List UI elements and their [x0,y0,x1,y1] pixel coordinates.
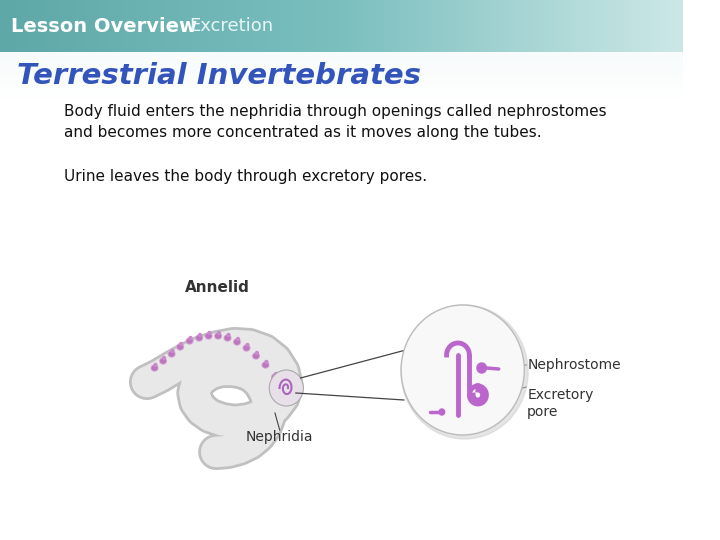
Text: Nephrostome: Nephrostome [527,358,621,372]
Circle shape [269,370,303,406]
Ellipse shape [274,373,277,375]
Ellipse shape [189,336,192,340]
Ellipse shape [171,349,174,353]
Ellipse shape [256,352,258,354]
Ellipse shape [225,336,230,340]
Ellipse shape [215,333,221,339]
Ellipse shape [163,356,166,360]
Ellipse shape [246,343,249,347]
Text: Nephridia: Nephridia [246,430,313,444]
Ellipse shape [263,363,268,367]
Text: Excretion: Excretion [189,17,274,35]
Circle shape [477,363,487,373]
Ellipse shape [271,374,279,380]
Text: Lesson Overview: Lesson Overview [12,17,197,36]
Ellipse shape [168,351,175,357]
Text: Body fluid enters the nephridia through openings called nephrostomes
and becomes: Body fluid enters the nephridia through … [65,104,607,140]
Ellipse shape [253,353,259,359]
Ellipse shape [265,361,268,363]
Ellipse shape [154,363,157,367]
Ellipse shape [137,376,151,388]
Ellipse shape [177,344,184,350]
Ellipse shape [186,338,193,344]
Ellipse shape [244,346,249,350]
Ellipse shape [234,339,240,345]
Ellipse shape [161,359,166,363]
Text: Urine leaves the body through excretory pores.: Urine leaves the body through excretory … [65,169,428,184]
Ellipse shape [273,375,277,379]
Ellipse shape [169,352,174,356]
Ellipse shape [197,336,202,340]
Ellipse shape [160,358,166,364]
Ellipse shape [180,342,183,346]
Ellipse shape [199,334,202,336]
Ellipse shape [253,354,258,358]
Ellipse shape [178,345,183,349]
Ellipse shape [235,340,240,344]
Ellipse shape [237,338,240,341]
Ellipse shape [151,365,158,371]
Ellipse shape [227,334,230,336]
Text: Terrestrial Invertebrates: Terrestrial Invertebrates [17,62,421,90]
Ellipse shape [243,345,250,351]
Circle shape [401,305,528,439]
Ellipse shape [135,375,153,389]
Text: Annelid: Annelid [185,280,250,295]
Ellipse shape [208,332,211,334]
Text: Excretory
pore: Excretory pore [527,388,593,419]
Ellipse shape [187,339,192,343]
Ellipse shape [217,332,220,334]
Ellipse shape [152,366,157,370]
Ellipse shape [205,333,212,339]
Ellipse shape [196,335,202,341]
Ellipse shape [224,335,231,341]
Circle shape [439,409,445,415]
Ellipse shape [206,334,211,338]
Circle shape [401,305,524,435]
Ellipse shape [262,362,269,368]
Ellipse shape [216,334,220,338]
